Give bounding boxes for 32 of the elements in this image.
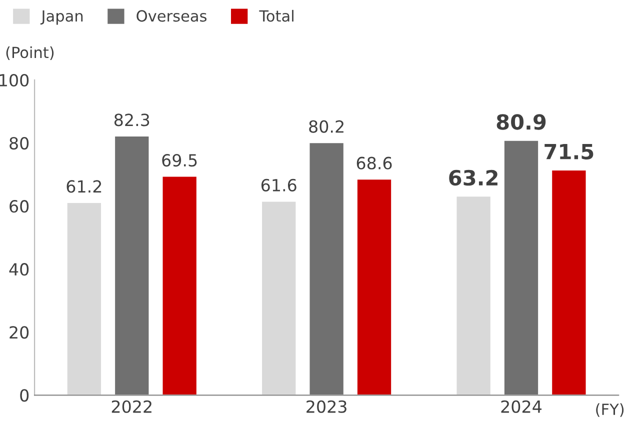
- legend-label: Overseas: [136, 10, 206, 22]
- y-tick-label: 40: [9, 263, 29, 276]
- y-tick-label: 0: [20, 389, 29, 402]
- x-tick-label: 2022: [112, 400, 152, 413]
- x-axis-title: (FY): [596, 403, 624, 417]
- bar: [550, 169, 588, 396]
- data-label: 80.2: [309, 120, 344, 133]
- bar: [260, 200, 298, 396]
- y-tick-label: 20: [10, 326, 29, 339]
- bar: [308, 142, 345, 396]
- legend-label: Japan: [40, 10, 83, 25]
- data-label: 68.6: [356, 156, 392, 170]
- bar: [161, 175, 198, 396]
- data-label: 82.3: [114, 114, 150, 126]
- y-axis-title: (Point): [6, 46, 54, 60]
- data-label: 80.9: [496, 114, 546, 130]
- bar: [356, 178, 392, 396]
- data-label: 69.5: [162, 154, 197, 167]
- x-tick-label: 2023: [306, 400, 346, 413]
- x-tick-label: 2024: [501, 400, 542, 413]
- y-tick-label: 80: [10, 136, 29, 150]
- bar: [114, 135, 150, 396]
- y-tick-label: 100: [0, 74, 29, 87]
- y-tick-label: 60: [10, 200, 29, 213]
- bar: [66, 202, 102, 396]
- data-label: 61.6: [261, 178, 296, 192]
- bar: [455, 195, 492, 396]
- data-label: 61.2: [66, 180, 102, 193]
- data-label: 63.2: [449, 170, 498, 186]
- bar: [503, 139, 540, 396]
- data-label: 71.5: [544, 144, 594, 160]
- legend-label: Total: [259, 10, 294, 22]
